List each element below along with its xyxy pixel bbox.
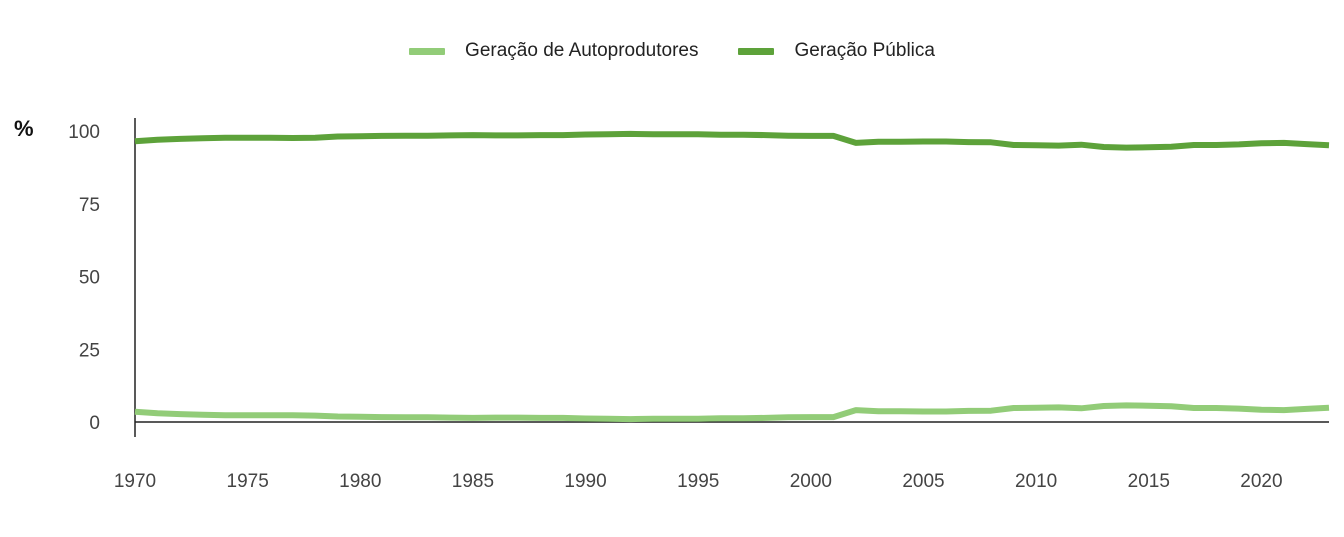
chart-legend: Geração de Autoprodutores Geração Públic… [0, 40, 1344, 62]
x-tick-label: 2020 [1240, 471, 1282, 492]
y-tick-label: 0 [89, 413, 100, 434]
x-tick-label: 1990 [564, 471, 606, 492]
legend-swatch-publica [738, 47, 775, 55]
x-tick-label: 2005 [902, 471, 944, 492]
x-tick-label: 2010 [1015, 471, 1057, 492]
series-line-autoprodutores [134, 402, 1330, 423]
x-tick-label: 1970 [114, 471, 156, 492]
x-tick-label: 1995 [677, 471, 719, 492]
chart-series [134, 130, 1330, 423]
series-line-publica [134, 130, 1330, 151]
y-tick-label: 50 [79, 268, 100, 289]
x-tick-label: 2015 [1128, 471, 1170, 492]
y-tick-label: 100 [68, 122, 100, 143]
legend-label-publica: Geração Pública [794, 40, 935, 61]
x-tick-label: 1975 [227, 471, 269, 492]
y-axis-unit-label: % [14, 116, 34, 141]
y-tick-label: 25 [79, 340, 100, 361]
legend-label-autoprodutores: Geração de Autoprodutores [465, 40, 699, 61]
x-tick-label: 2000 [790, 471, 832, 492]
y-tick-label: 75 [79, 195, 100, 216]
legend-item-autoprodutores: Geração de Autoprodutores [409, 40, 698, 62]
x-tick-label: 1985 [452, 471, 494, 492]
legend-swatch-autoprodutores [409, 47, 446, 55]
x-tick-label: 1980 [339, 471, 381, 492]
legend-item-publica: Geração Pública [738, 40, 935, 62]
chart-tick-labels: 0 25 50 75 100 1970 1975 1980 1985 1990 1995 2000 20… [68, 122, 1282, 492]
chart-axes [134, 118, 1329, 437]
